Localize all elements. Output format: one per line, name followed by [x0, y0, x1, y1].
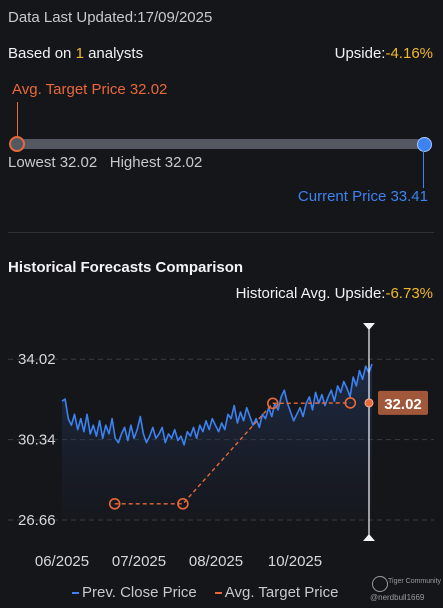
watermark-user: @nerdbull1669	[370, 593, 425, 602]
lowest-price-label: Lowest 32.02	[8, 154, 98, 171]
avg-target-marker[interactable]	[9, 136, 25, 152]
upside-text: Upside:-4.16%	[334, 45, 433, 62]
avg-target-point-1	[177, 498, 189, 510]
crosshair-bottom-handle-icon[interactable]	[363, 534, 375, 541]
analysts-count: 1	[75, 45, 84, 62]
current-value-badge: 32.02	[378, 390, 428, 415]
prev-close-line	[61, 363, 373, 446]
current-price-connector	[423, 150, 424, 188]
price-range-track	[17, 139, 425, 149]
historical-forecast-chart[interactable]: 34.02 30.34 26.66 06/2025 07/2025 08/2025 10/…	[0, 318, 443, 570]
watermark-name: Tiger Community	[388, 578, 442, 585]
crosshair-top-handle-icon[interactable]	[363, 323, 375, 330]
y-tick-label-0: 34.02	[18, 351, 56, 368]
y-tick-label-2: 26.66	[18, 512, 56, 529]
chart-legend: Prev. Close Price Avg. Target Price	[72, 584, 338, 601]
legend-swatch-avg-target	[214, 592, 222, 595]
chart-crosshair[interactable]	[363, 323, 375, 541]
legend-prev-close: Prev. Close Price	[82, 584, 197, 601]
current-value-badge-bg	[378, 390, 428, 415]
historical-upside-text: Historical Avg. Upside:-6.73%	[235, 285, 433, 302]
tiger-logo-icon	[372, 576, 388, 592]
crosshair-target-dot	[364, 398, 374, 408]
x-tick-label-2: 08/2025	[189, 553, 243, 570]
data-updated-text: Data Last Updated:17/09/2025	[8, 9, 213, 26]
prev-close-area	[62, 364, 372, 520]
legend-avg-target: Avg. Target Price	[224, 584, 339, 601]
avg-target-series	[108, 397, 357, 510]
x-tick-label-1: 07/2025	[112, 553, 166, 570]
analysts-count-text: Based on 1 analysts	[8, 45, 144, 62]
historical-upside-value: -6.73%	[385, 285, 433, 302]
y-axis-ticks: 34.02 30.34 26.66	[18, 351, 56, 529]
avg-target-price-label: Avg. Target Price 32.02	[12, 81, 168, 98]
legend-swatch-prev-close	[72, 592, 79, 595]
x-axis-ticks: 06/2025 07/2025 08/2025 10/2025	[35, 553, 322, 570]
current-price-marker[interactable]	[417, 137, 432, 152]
section-divider	[8, 232, 434, 233]
range-low-high-text: Lowest 32.02 Highest 32.02	[8, 154, 202, 171]
x-tick-label-3: 10/2025	[268, 553, 322, 570]
avg-target-point-3	[344, 397, 357, 409]
avg-target-point-2	[266, 397, 279, 410]
avg-target-connector	[17, 102, 18, 136]
y-tick-label-1: 30.34	[18, 432, 56, 449]
upside-value: -4.16%	[385, 45, 433, 62]
current-value-badge-text: 32.02	[384, 396, 422, 413]
x-tick-label-0: 06/2025	[35, 553, 89, 570]
historical-forecasts-title: Historical Forecasts Comparison	[8, 259, 244, 276]
avg-target-line	[114, 402, 351, 505]
highest-price-label: Highest 32.02	[109, 154, 203, 171]
current-price-label: Current Price 33.41	[297, 188, 428, 205]
avg-target-point-0	[108, 498, 121, 510]
